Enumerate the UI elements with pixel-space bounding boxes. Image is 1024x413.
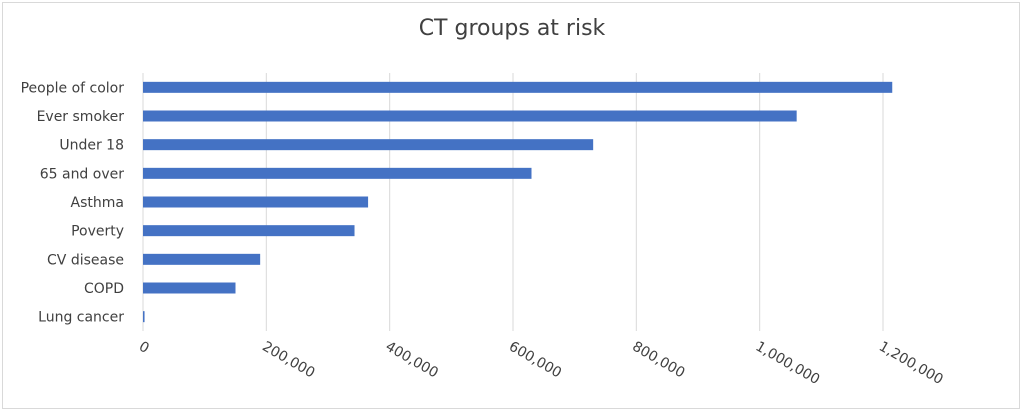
- bar: [143, 311, 145, 323]
- x-tick-label: 0: [136, 339, 152, 357]
- x-tick-label: 400,000: [383, 339, 441, 382]
- category-label: People of color: [21, 80, 125, 96]
- bar: [143, 110, 797, 122]
- category-label: Lung cancer: [38, 310, 124, 326]
- category-label: Poverty: [71, 224, 124, 240]
- category-label: CV disease: [47, 252, 124, 268]
- chart-title: CT groups at risk: [418, 16, 606, 41]
- bar: [143, 253, 261, 265]
- x-tick-label: 600,000: [506, 339, 564, 382]
- x-tick-label: 800,000: [629, 339, 687, 382]
- category-label: Asthma: [71, 195, 124, 211]
- category-label: Under 18: [59, 138, 124, 154]
- bars: [143, 81, 893, 323]
- bar: [143, 225, 355, 237]
- category-label: COPD: [84, 281, 124, 297]
- category-labels: People of color Ever smoker Under 18 65 and…: [21, 80, 125, 325]
- bar: [143, 282, 236, 294]
- bar: [143, 167, 532, 179]
- bar: [143, 81, 893, 93]
- category-label: 65 and over: [40, 166, 125, 182]
- x-tick-label: 1,200,000: [876, 339, 946, 388]
- x-tick-label: 1,000,000: [753, 339, 823, 388]
- bar: [143, 139, 594, 151]
- bar: [143, 196, 369, 208]
- category-label: Ever smoker: [37, 109, 125, 125]
- x-tick-labels: 0 200,000 400,000 600,000 800,000 1,000,000 1,…: [136, 339, 946, 388]
- x-tick-label: 200,000: [259, 339, 317, 382]
